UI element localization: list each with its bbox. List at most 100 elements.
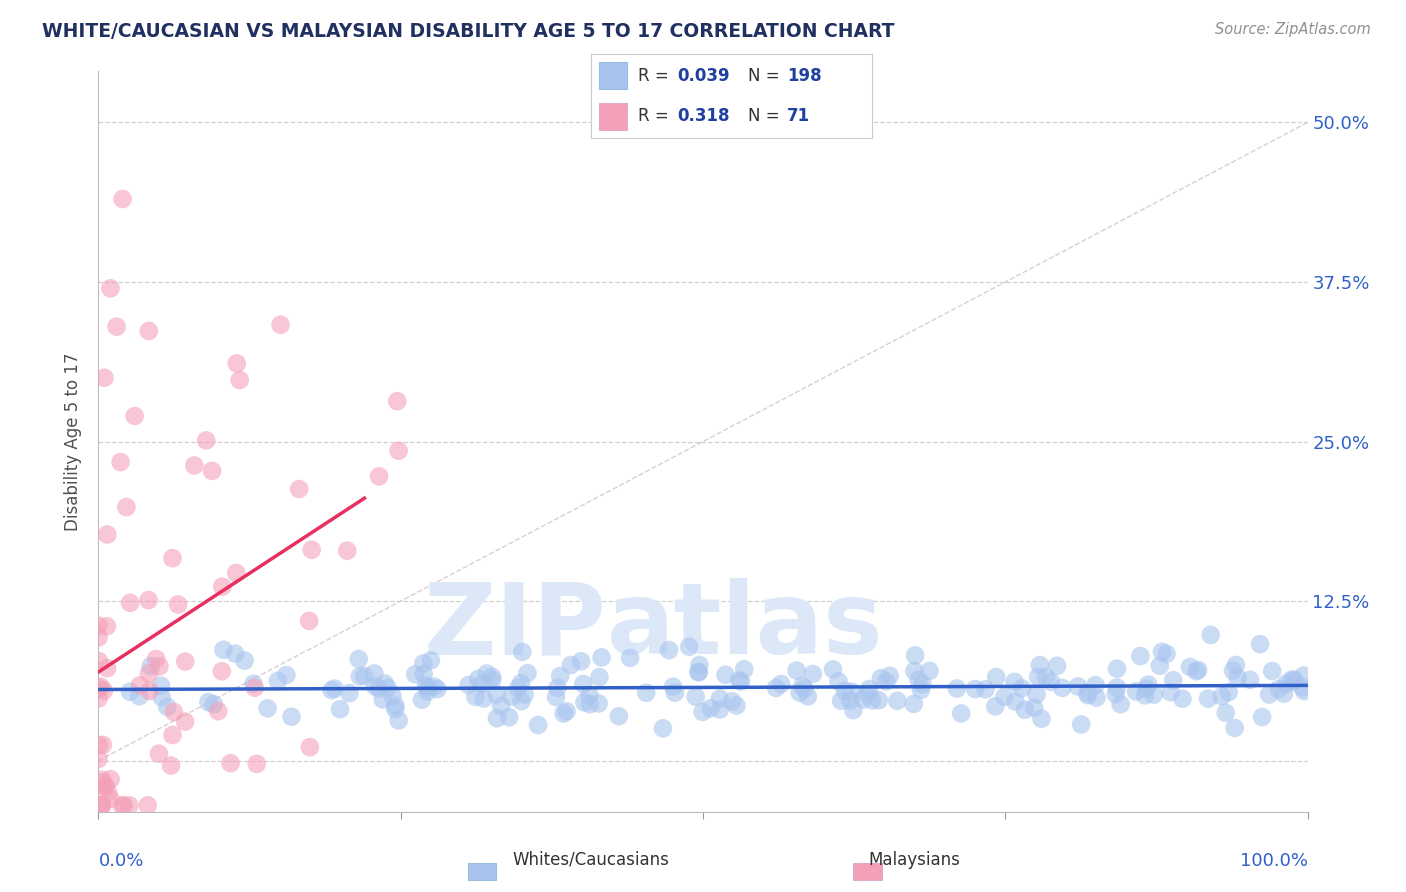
Point [950,706,973,721]
Point [485,711,508,725]
Point [91,775,114,789]
Point [489,698,512,713]
Point [801,667,824,681]
Text: R =: R = [638,67,675,85]
Text: N =: N = [748,107,785,125]
Point [381,689,404,703]
Point [1084,678,1107,692]
Point [201,464,224,478]
Point [139,659,162,673]
Point [789,685,811,699]
Point [1258,688,1281,702]
Point [212,642,235,657]
Point [339,686,361,700]
Point [115,500,138,514]
Point [1067,680,1090,694]
Point [347,652,370,666]
Point [377,681,399,695]
Point [513,688,536,702]
Bar [599,62,627,89]
Point [1284,673,1306,687]
Point [1070,717,1092,731]
Point [709,702,731,716]
Point [1292,668,1315,682]
Point [91,798,114,813]
Point [1272,687,1295,701]
Point [288,482,311,496]
Point [1267,682,1289,697]
Point [416,684,439,698]
Point [728,673,751,688]
Point [349,669,371,683]
Point [387,443,409,458]
Point [1156,647,1178,661]
Point [1046,658,1069,673]
Point [384,702,406,716]
Point [1137,677,1160,691]
Point [501,690,523,704]
Point [298,740,321,755]
Point [112,798,135,813]
Point [276,668,298,682]
Point [1133,689,1156,703]
Point [174,655,197,669]
Point [574,695,596,709]
Point [619,651,641,665]
Point [138,324,160,338]
Point [138,666,160,681]
Point [415,679,437,693]
Point [388,714,411,728]
Point [569,654,592,668]
Point [219,756,242,771]
Point [1077,688,1099,702]
Point [364,679,387,693]
Point [423,680,446,694]
Point [965,681,987,696]
Point [111,798,134,813]
Point [97,786,120,800]
Point [652,722,675,736]
Text: atlas: atlas [606,578,883,675]
Point [903,664,925,678]
Point [1226,671,1249,685]
Point [508,681,530,695]
Point [986,670,1008,684]
Point [124,409,146,423]
Point [94,779,117,793]
Point [91,772,114,787]
Point [1105,687,1128,701]
Point [163,705,186,719]
Point [907,673,929,687]
Point [111,192,134,206]
Point [733,662,755,676]
Point [572,677,595,691]
Point [87,691,110,706]
Point [242,677,264,691]
Point [87,654,110,668]
Point [904,648,927,663]
Point [225,356,247,370]
Point [510,694,533,708]
Point [118,798,141,813]
Point [336,543,359,558]
Point [1187,663,1209,677]
Point [546,681,568,695]
Point [1025,687,1047,701]
Point [721,694,744,708]
Point [765,681,787,695]
Point [481,673,503,688]
Point [1031,712,1053,726]
Point [730,674,752,689]
Point [1261,664,1284,678]
Point [1222,664,1244,678]
Point [1282,674,1305,689]
Point [96,619,118,633]
Text: 100.0%: 100.0% [1240,853,1308,871]
Point [792,679,814,693]
Point [323,681,346,696]
Point [516,666,538,681]
Point [841,684,863,698]
Point [353,669,375,683]
Point [329,702,352,716]
Point [770,677,793,691]
